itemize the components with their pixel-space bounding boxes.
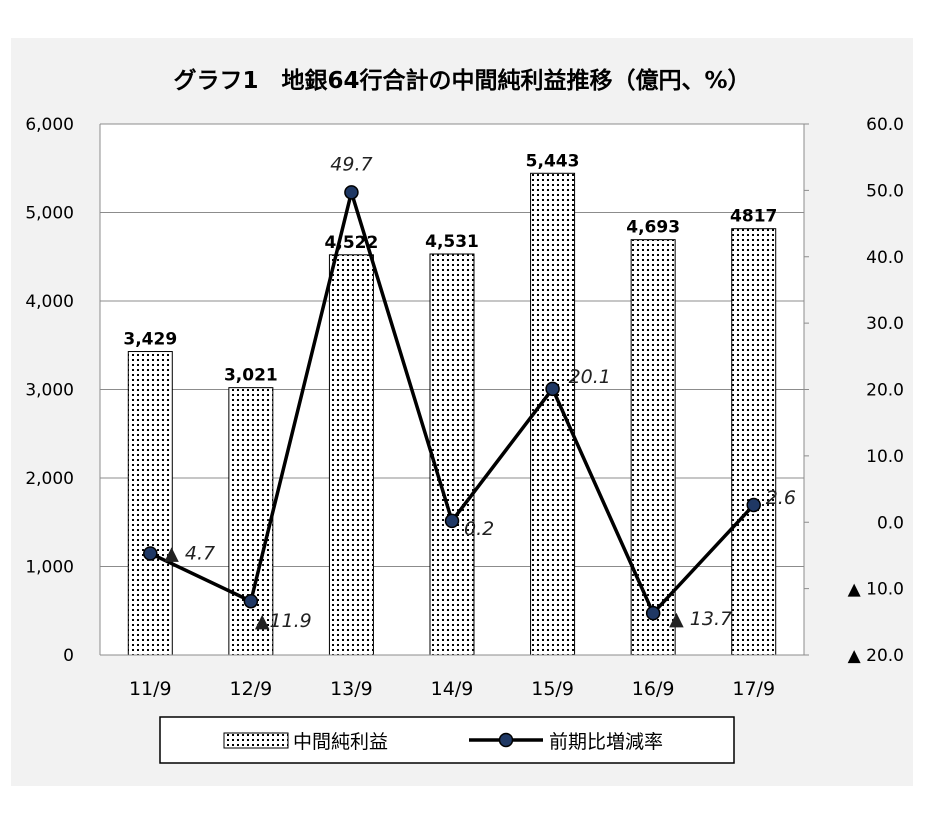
legend: 中間純利益 前期比増減率 bbox=[159, 716, 735, 764]
line-marker bbox=[344, 185, 359, 200]
bar-value-label: 3,021 bbox=[224, 366, 278, 386]
left-axis-ticks: 0 1,000 2,000 3,000 4,000 5,000 6,000 bbox=[25, 115, 74, 666]
right-tick-label: 40.0 bbox=[866, 248, 904, 268]
bar-value-label: 4,531 bbox=[425, 232, 479, 252]
right-axis-ticks: ▲ 20.0 ▲ 10.0 0.0 10.0 20.0 30.0 40.0 50.0 60.0 bbox=[804, 115, 904, 666]
bar-value-label: 5,443 bbox=[526, 151, 580, 171]
line-series bbox=[143, 185, 761, 621]
category-label: 16/9 bbox=[632, 678, 675, 700]
left-tick-label: 4,000 bbox=[25, 292, 74, 312]
legend-bar-swatch bbox=[223, 732, 289, 749]
chart-svg: グラフ1 地銀64行合計の中間純利益推移（億円、%） 0 1,000 2,000 3,… bbox=[25, 67, 904, 764]
line-value-label: ▲11.9 bbox=[255, 610, 312, 632]
right-tick-label: 20.0 bbox=[866, 381, 904, 401]
right-tick-label: 30.0 bbox=[866, 314, 904, 334]
line-data-labels: ▲ 4.7 ▲11.9 49.7 0.2 20.1 ▲ 13.7 2.6 bbox=[164, 153, 796, 632]
line-value-label: 0.2 bbox=[464, 518, 494, 540]
line-marker bbox=[444, 513, 460, 529]
bar bbox=[127, 351, 173, 656]
line-value-label: 49.7 bbox=[330, 153, 372, 175]
left-tick-label: 0 bbox=[63, 646, 74, 666]
left-tick-label: 5,000 bbox=[25, 204, 74, 224]
bar bbox=[429, 253, 475, 656]
right-tick-label: 10.0 bbox=[866, 447, 904, 467]
bar bbox=[328, 254, 374, 656]
chart-frame: グラフ1 地銀64行合計の中間純利益推移（億円、%） 0 1,000 2,000 3,… bbox=[11, 38, 913, 786]
bar-value-label: 4817 bbox=[730, 207, 777, 227]
category-label: 14/9 bbox=[431, 678, 474, 700]
line-marker bbox=[143, 546, 158, 561]
legend-line-label: 前期比増減率 bbox=[549, 731, 663, 753]
right-tick-label: 0.0 bbox=[877, 513, 904, 533]
line-value-label: 2.6 bbox=[766, 487, 796, 509]
category-axis-labels: 11/9 12/9 13/9 14/9 15/9 16/9 17/9 bbox=[129, 678, 775, 700]
line-marker bbox=[545, 381, 560, 397]
right-tick-label: ▲ 10.0 bbox=[848, 580, 904, 600]
left-tick-label: 6,000 bbox=[25, 115, 74, 135]
right-tick-label: 50.0 bbox=[866, 181, 904, 201]
left-tick-label: 3,000 bbox=[25, 381, 74, 401]
category-label: 11/9 bbox=[129, 678, 172, 700]
category-label: 15/9 bbox=[531, 678, 574, 700]
bar bbox=[530, 172, 576, 656]
category-label: 17/9 bbox=[732, 678, 775, 700]
bar bbox=[630, 239, 676, 656]
chart-title: グラフ1 地銀64行合計の中間純利益推移（億円、%） bbox=[173, 67, 750, 94]
legend-line-marker bbox=[498, 732, 514, 748]
line-value-label: ▲ 13.7 bbox=[669, 608, 732, 630]
line-marker bbox=[746, 497, 761, 513]
line-value-label: 20.1 bbox=[569, 366, 611, 388]
right-tick-label: ▲ 20.0 bbox=[848, 646, 904, 666]
line-marker bbox=[243, 593, 259, 609]
bar bbox=[228, 387, 274, 656]
category-label: 12/9 bbox=[230, 678, 273, 700]
bar-value-label: 3,429 bbox=[123, 330, 177, 350]
line-marker bbox=[645, 605, 661, 621]
legend-bar-label: 中間純利益 bbox=[293, 731, 388, 753]
left-tick-label: 1,000 bbox=[25, 558, 74, 578]
line-value-label: ▲ 4.7 bbox=[164, 542, 215, 564]
right-tick-label: 60.0 bbox=[866, 115, 904, 135]
bar-value-label: 4,693 bbox=[626, 218, 680, 238]
bar bbox=[731, 228, 777, 656]
category-label: 13/9 bbox=[330, 678, 373, 700]
left-tick-label: 2,000 bbox=[25, 469, 74, 489]
